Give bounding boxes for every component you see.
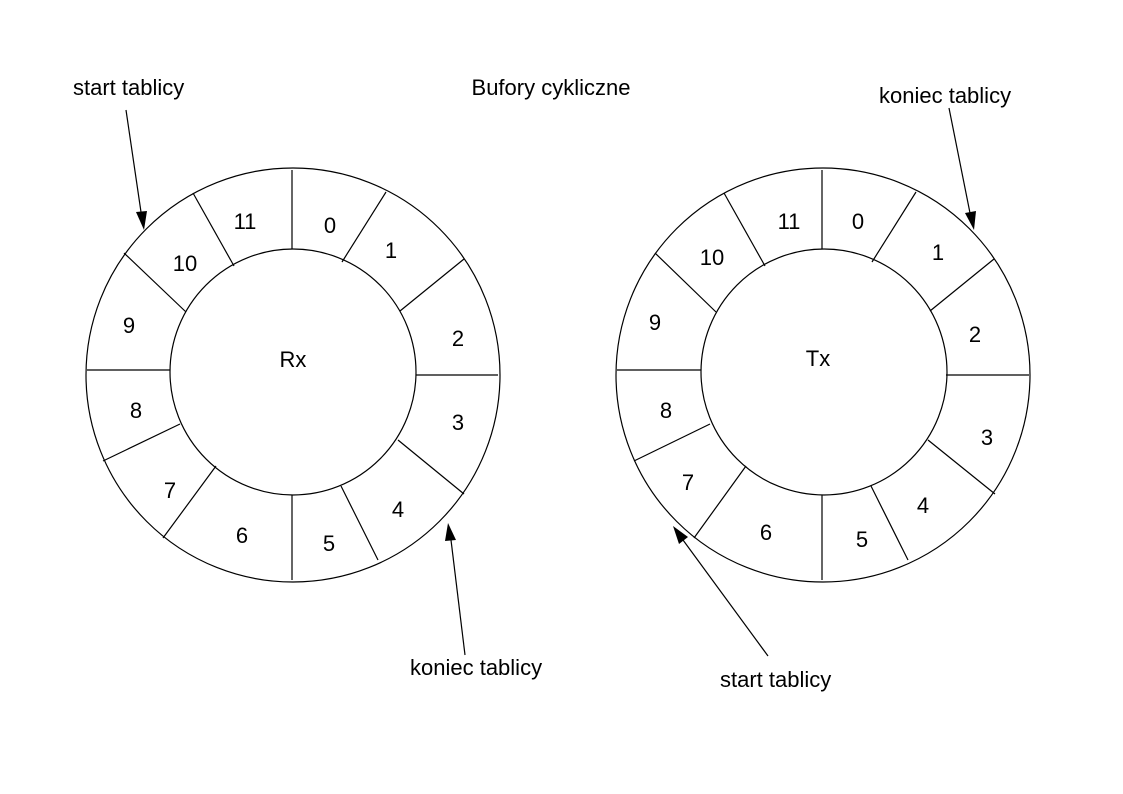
- rx-slot-5: 5: [323, 531, 335, 556]
- rx-start-annotation: start tablicy: [73, 75, 184, 100]
- rx-divider-10-11: [192, 192, 235, 267]
- rx-divider-6-7: [162, 465, 217, 539]
- tx-divider-6-7: [693, 465, 747, 539]
- tx-divider-1-2: [929, 258, 995, 312]
- tx-slot-1: 1: [932, 240, 944, 265]
- tx-end-annotation: koniec tablicy: [879, 83, 1011, 108]
- rx-divider-3-4: [397, 439, 465, 495]
- tx-start-annotation: start tablicy: [720, 667, 831, 692]
- rx-inner-circle: [169, 248, 417, 496]
- rx-slot-4: 4: [392, 497, 404, 522]
- rx-end-arrow-head: [445, 523, 456, 541]
- rx-outer-circle: [85, 167, 501, 583]
- rx-slot-9: 9: [123, 313, 135, 338]
- tx-slot-7: 7: [682, 470, 694, 495]
- rx-divider-4-5: [340, 485, 379, 561]
- rx-divider-1-2: [399, 258, 465, 312]
- tx-divider-4-5: [870, 485, 909, 561]
- tx-slot-10: 10: [700, 245, 724, 270]
- tx-start-arrow-line: [682, 539, 769, 657]
- tx-slot-0: 0: [852, 209, 864, 234]
- rx-slot-2: 2: [452, 326, 464, 351]
- tx-slot-3: 3: [981, 425, 993, 450]
- rx-divider-7-8: [102, 423, 181, 462]
- rx-slot-6: 6: [236, 523, 248, 548]
- rx-slot-1: 1: [385, 238, 397, 263]
- rx-slot-8: 8: [130, 398, 142, 423]
- tx-divider-10-11: [723, 192, 766, 267]
- rx-slot-0: 0: [324, 213, 336, 238]
- tx-slot-11: 11: [778, 209, 801, 234]
- tx-slot-6: 6: [760, 520, 772, 545]
- tx-divider-9-10: [654, 252, 717, 313]
- tx-slot-2: 2: [969, 322, 981, 347]
- rx-end-annotation: koniec tablicy: [410, 655, 542, 680]
- tx-divider-7-8: [633, 423, 711, 462]
- tx-slot-5: 5: [856, 527, 868, 552]
- tx-slot-8: 8: [660, 398, 672, 423]
- tx-slot-4: 4: [917, 493, 929, 518]
- tx-divider-0-1: [871, 191, 917, 263]
- tx-slot-9: 9: [649, 310, 661, 335]
- tx-ring-buffer: 0 1 2 3 4 5 6 7 8 9 10 11 Tx: [615, 167, 1031, 583]
- rx-end-arrow-line: [450, 539, 466, 656]
- tx-end-arrow-head: [965, 211, 976, 230]
- tx-inner-circle: [700, 248, 948, 496]
- tx-divider-3-4: [927, 439, 996, 495]
- rx-slot-7: 7: [164, 478, 176, 503]
- tx-start-arrow-head: [673, 526, 688, 544]
- rx-start-arrow-head: [136, 211, 147, 230]
- rx-ring-buffer: 0 1 2 3 4 5 6 7 8 9 10 11 Rx: [85, 167, 501, 583]
- tx-center-label: Tx: [806, 346, 830, 371]
- rx-slot-10: 10: [173, 251, 197, 276]
- tx-end-arrow-line: [948, 107, 971, 214]
- rx-slot-11: 11: [234, 209, 257, 234]
- rx-start-arrow-line: [125, 109, 142, 213]
- diagram-title: Bufory cykliczne: [472, 75, 631, 100]
- rx-divider-9-10: [123, 252, 187, 313]
- rx-divider-0-1: [341, 191, 387, 263]
- tx-outer-circle: [615, 167, 1031, 583]
- rx-slot-3: 3: [452, 410, 464, 435]
- rx-center-label: Rx: [280, 347, 307, 372]
